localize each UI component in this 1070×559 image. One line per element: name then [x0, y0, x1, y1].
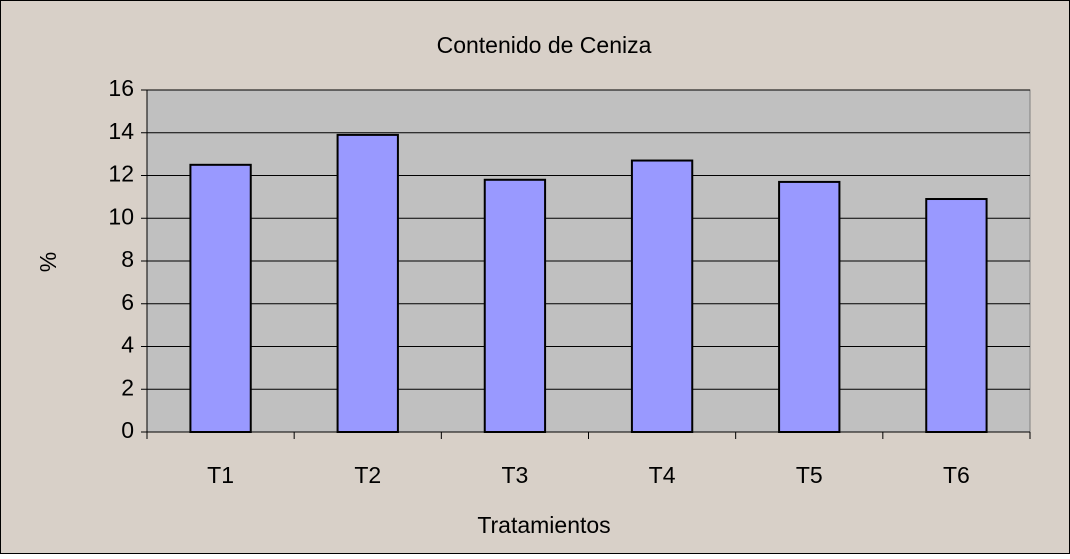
y-tick-label: 14 [108, 118, 134, 144]
x-tick-label: T6 [943, 462, 970, 488]
x-tick-label: T5 [796, 462, 823, 488]
y-axis-label: % [35, 252, 61, 272]
x-tick-label: T1 [207, 462, 234, 488]
x-tick-label: T4 [649, 462, 676, 488]
x-tick-label: T3 [501, 462, 528, 488]
x-tick-label: T2 [354, 462, 381, 488]
y-tick-label: 10 [108, 203, 134, 229]
y-tick-label: 12 [108, 161, 134, 187]
y-tick-label: 0 [121, 417, 134, 443]
chart-title: Contenido de Ceniza [437, 32, 652, 58]
bar [778, 180, 841, 433]
y-tick-label: 4 [121, 332, 134, 358]
bar [630, 159, 694, 433]
y-tick-label: 6 [121, 289, 134, 315]
bar [189, 163, 252, 433]
y-tick-label: 2 [121, 374, 134, 400]
bar [925, 198, 988, 433]
y-tick-label: 16 [108, 75, 134, 101]
x-axis-label: Tratamientos [477, 512, 610, 538]
bar [483, 178, 547, 433]
y-tick-label: 8 [121, 246, 134, 272]
bar [336, 133, 399, 433]
